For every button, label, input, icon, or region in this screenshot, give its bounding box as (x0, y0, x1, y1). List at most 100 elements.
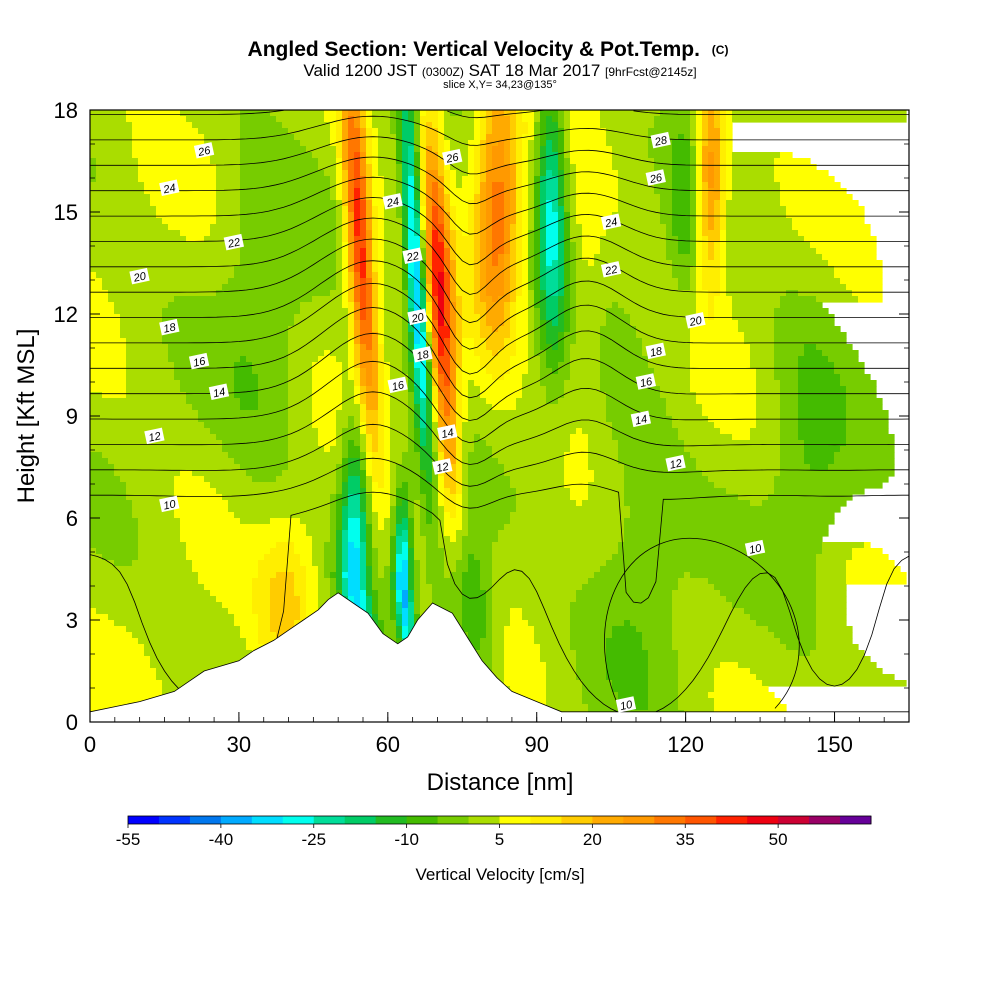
field-cell (630, 506, 841, 513)
field-cell (156, 206, 217, 213)
field-cell (384, 362, 391, 369)
field-cell (444, 302, 451, 309)
field-cell (162, 320, 295, 327)
field-cell (570, 440, 589, 447)
field-cell (558, 188, 565, 195)
isentrope-label: 22 (402, 247, 423, 265)
field-cell (570, 254, 577, 261)
field-cell (288, 458, 343, 465)
field-cell (342, 212, 349, 219)
field-cell (660, 206, 673, 213)
field-cell (408, 182, 415, 189)
field-cell (570, 110, 601, 117)
field-cell (540, 644, 571, 651)
field-cell (834, 458, 895, 465)
field-cell (342, 188, 349, 195)
field-cell (138, 542, 187, 549)
field-cell (474, 182, 481, 189)
field-cell (342, 536, 349, 543)
field-cell (378, 392, 385, 399)
field-cell (348, 158, 355, 165)
field-cell (492, 404, 517, 411)
field-cell (510, 608, 523, 615)
field-cell (492, 656, 505, 663)
field-cell (684, 446, 781, 453)
field-cell (240, 242, 337, 249)
field-cell (354, 164, 361, 171)
field-cell (372, 584, 391, 591)
field-cell (486, 338, 505, 345)
field-cell (492, 230, 505, 237)
field-cell (408, 404, 415, 411)
field-cell (384, 284, 403, 291)
field-cell (372, 608, 379, 615)
field-cell (348, 254, 355, 261)
field-cell (654, 368, 691, 375)
field-cell (588, 260, 595, 267)
field-cell (414, 344, 427, 351)
field-cell (480, 644, 493, 651)
field-cell (474, 338, 487, 345)
field-cell (210, 590, 253, 597)
field-cell (354, 596, 361, 603)
field-cell (426, 248, 433, 255)
field-cell (774, 164, 817, 171)
field-cell (546, 302, 559, 309)
field-cell (132, 512, 175, 519)
field-cell (126, 380, 181, 387)
field-cell (438, 278, 445, 285)
field-cell (462, 410, 469, 417)
field-cell (702, 248, 709, 255)
field-cell (336, 134, 343, 141)
field-cell (432, 248, 445, 255)
field-cell (528, 308, 535, 315)
field-cell (714, 206, 721, 213)
field-cell (414, 272, 421, 279)
field-cell (462, 626, 487, 633)
field-cell (366, 524, 373, 531)
field-cell (444, 206, 451, 213)
field-cell (696, 206, 703, 213)
field-cell (690, 116, 697, 123)
field-cell (366, 386, 379, 393)
field-cell (420, 164, 427, 171)
field-cell (396, 596, 403, 603)
velocity-field (90, 110, 907, 722)
field-cell (264, 554, 301, 561)
field-cell (420, 380, 427, 387)
field-cell (342, 548, 349, 555)
field-cell (492, 590, 577, 597)
field-cell (738, 326, 775, 333)
field-cell (438, 446, 445, 453)
field-cell (540, 356, 547, 363)
field-cell (276, 542, 295, 549)
field-cell (396, 584, 409, 591)
field-cell (510, 194, 517, 201)
field-cell (438, 488, 445, 495)
field-cell (732, 434, 751, 441)
field-cell (444, 488, 451, 495)
field-cell (366, 302, 373, 309)
field-cell (114, 470, 181, 477)
field-cell (444, 476, 457, 483)
field-cell (492, 110, 505, 117)
field-cell (414, 266, 421, 273)
field-cell (522, 392, 547, 399)
field-cell (432, 482, 439, 489)
field-cell (408, 146, 415, 153)
field-cell (522, 116, 535, 123)
field-cell (138, 176, 217, 183)
field-cell (576, 242, 583, 249)
field-cell (420, 134, 427, 141)
field-cell (348, 278, 355, 285)
field-cell (546, 668, 577, 675)
field-cell (696, 236, 703, 243)
field-cell (846, 560, 895, 567)
field-cell (384, 518, 391, 525)
field-cell (492, 242, 505, 249)
field-cell (234, 374, 259, 381)
field-cell (342, 518, 349, 525)
field-cell (804, 344, 817, 351)
field-cell (498, 458, 565, 465)
field-cell (510, 614, 523, 621)
